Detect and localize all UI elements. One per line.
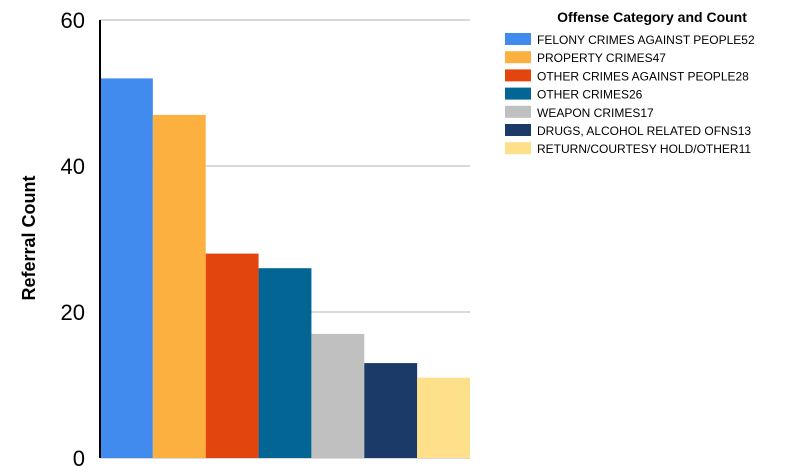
y-tick-label: 0 — [73, 446, 85, 466]
y-tick-label: 40 — [61, 154, 85, 179]
y-tick-labels: 0 20 40 60 — [61, 8, 85, 466]
legend-swatch — [505, 87, 531, 100]
legend-label: FELONY CRIMES AGAINST PEOPLE52 — [537, 33, 755, 47]
legend-swatch — [505, 51, 531, 64]
bar — [100, 78, 153, 459]
legend-title: Offense Category and Count — [557, 9, 747, 25]
legend-items: FELONY CRIMES AGAINST PEOPLE52 PROPERTY C… — [505, 33, 755, 156]
bar — [205, 253, 259, 458]
bar — [417, 377, 470, 458]
legend-label: PROPERTY CRIMES47 — [537, 51, 666, 65]
legend-label: OTHER CRIMES26 — [537, 88, 643, 102]
legend-label: DRUGS, ALCOHOL RELATED OFNS13 — [537, 124, 751, 138]
legend-swatch — [505, 105, 531, 118]
bar — [364, 363, 418, 458]
bar — [152, 114, 206, 459]
y-tick-label: 20 — [61, 300, 85, 325]
legend-label: WEAPON CRIMES17 — [537, 106, 654, 120]
legend-label: OTHER CRIMES AGAINST PEOPLE28 — [537, 69, 749, 83]
legend-swatch — [505, 33, 531, 45]
legend-swatch — [505, 69, 531, 82]
bar — [311, 333, 365, 458]
y-axis-title: Referral Count — [19, 175, 39, 300]
legend: Offense Category and Count FELONY CRIMES… — [505, 9, 755, 156]
bar — [258, 268, 312, 458]
y-tick-label: 60 — [61, 8, 85, 33]
legend-swatch — [505, 124, 531, 136]
bars — [100, 78, 470, 459]
legend-label: RETURN/COURTESY HOLD/OTHER11 — [537, 142, 751, 156]
legend-swatch — [505, 142, 531, 155]
